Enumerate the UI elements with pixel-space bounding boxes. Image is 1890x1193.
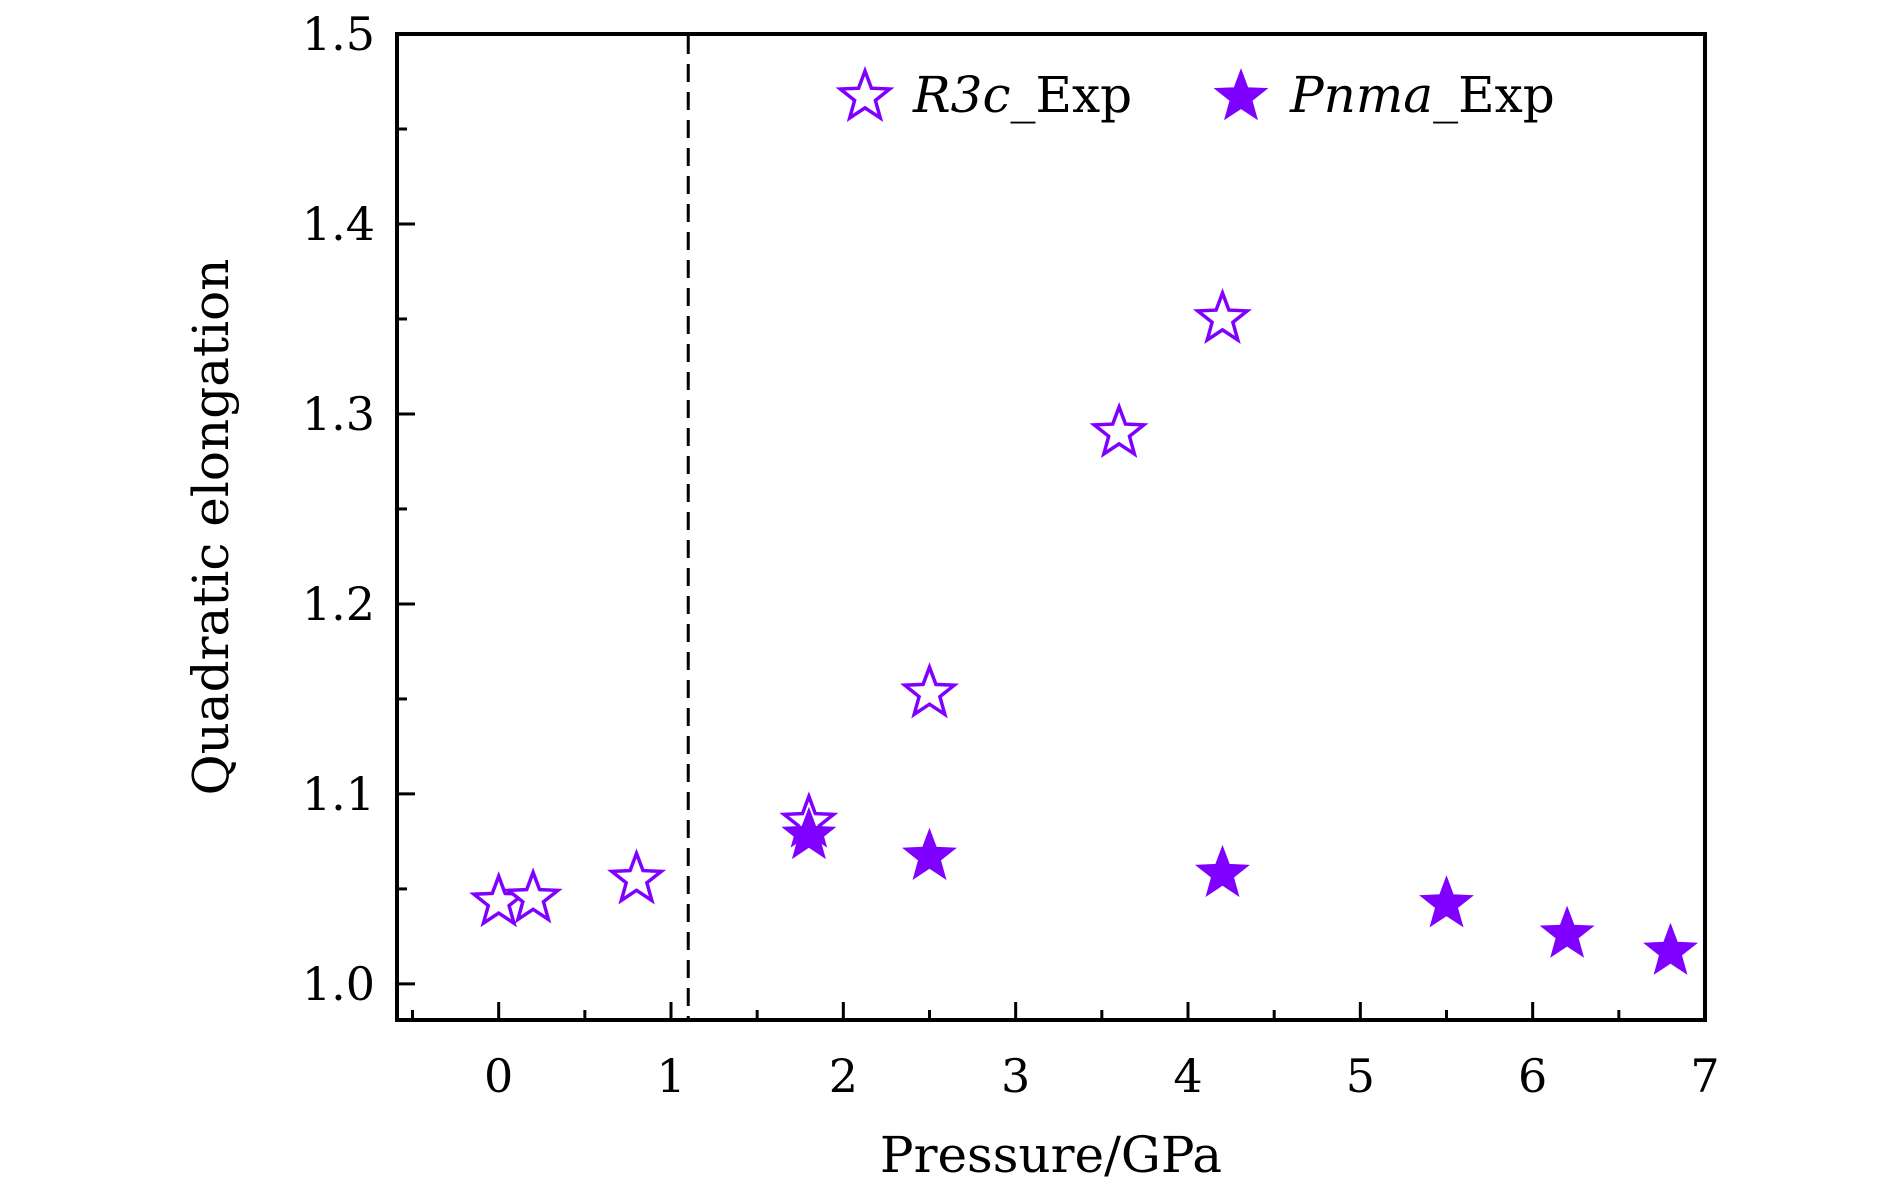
pnma-data-point [1419, 875, 1474, 928]
pnma-data-point [1539, 905, 1595, 958]
r3c-data-point [1192, 288, 1252, 345]
legend-label-r3c: R3c_Exp [912, 66, 1132, 124]
x-tick-label: 1 [656, 1049, 685, 1103]
x-tick-label: 2 [829, 1049, 858, 1103]
legend-r3c-suffix: _Exp [1010, 66, 1132, 124]
legend-filled-star-icon [1213, 68, 1269, 121]
x-tick-label: 4 [1173, 1049, 1202, 1103]
legend-pnma-italic: Pnma [1289, 66, 1433, 124]
r3c-data-point [607, 848, 667, 905]
y-tick-label: 1.2 [302, 577, 375, 631]
pnma-data-point [902, 827, 957, 881]
r3c-data-point [900, 662, 959, 719]
pnma-data-point [1643, 922, 1699, 975]
y-tick-label: 1.5 [302, 7, 375, 61]
legend-pnma-suffix: _Exp [1433, 66, 1555, 124]
x-tick-label: 0 [484, 1049, 513, 1103]
pnma-data-point [781, 806, 837, 860]
legend-label-pnma: Pnma_Exp [1289, 66, 1555, 124]
y-tick-label: 1.1 [302, 767, 375, 821]
x-tick-label: 5 [1346, 1049, 1375, 1103]
x-tick-label: 7 [1690, 1049, 1719, 1103]
legend-marker [835, 65, 895, 123]
pnma-data-point [1194, 844, 1250, 898]
r3c-data-point [503, 867, 563, 924]
legend-r3c-italic: R3c [912, 66, 1010, 124]
y-tick-label: 1.0 [302, 957, 375, 1011]
x-axis-title: Pressure/GPa [880, 1126, 1222, 1184]
x-tick-label: 6 [1518, 1049, 1547, 1103]
plot-frame [395, 32, 1707, 1022]
r3c-data-point [469, 871, 529, 928]
legend-open-star-icon [835, 65, 895, 123]
y-axis-title: Quadratic elongation [182, 259, 240, 796]
y-tick-label: 1.4 [302, 197, 375, 251]
legend: R3c_Exp Pnma_Exp [835, 65, 1555, 124]
x-tick-label: 3 [1001, 1049, 1030, 1103]
r3c-data-point [1089, 402, 1149, 459]
legend-marker [1213, 68, 1269, 121]
y-tick-label: 1.3 [302, 387, 375, 441]
